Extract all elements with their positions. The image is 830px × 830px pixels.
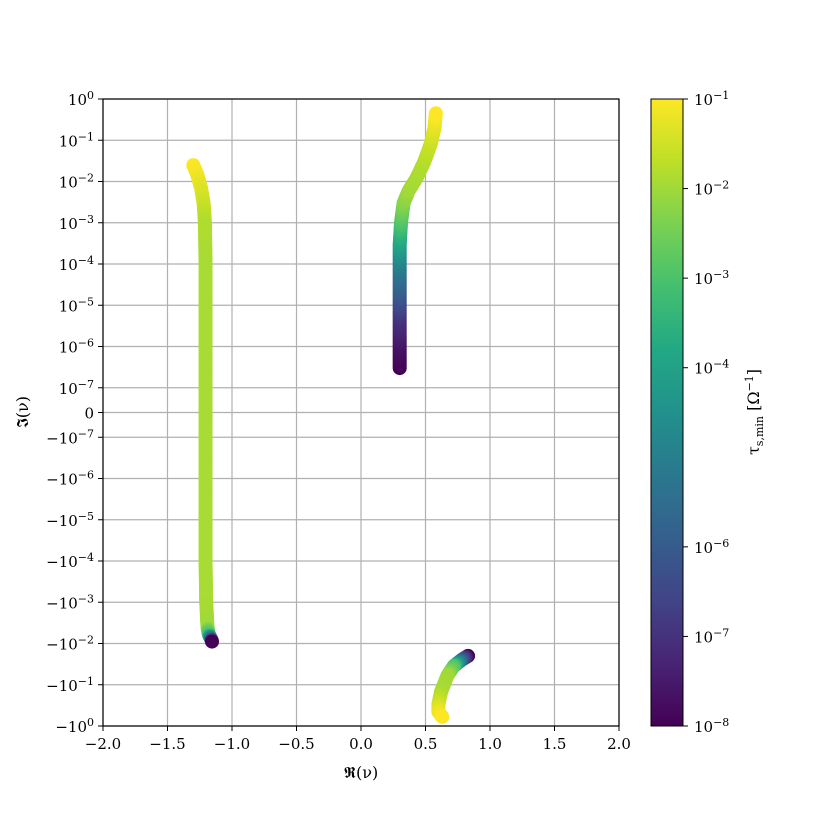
y-tick-label: −100 <box>55 716 94 736</box>
y-tick-label: 100 <box>68 89 94 109</box>
y-tick-label: 10−3 <box>59 213 94 233</box>
y-tick-label: −10−5 <box>46 510 94 530</box>
x-tick-label: −1.0 <box>214 735 250 753</box>
series-1 <box>186 158 219 649</box>
y-tick-label: 10−5 <box>59 295 94 315</box>
y-tick-label: −10−7 <box>46 427 94 447</box>
colorbar-tick-label: 10−1 <box>694 89 729 109</box>
colorbar-label: τs,min [Ω−1] <box>743 369 766 455</box>
x-axis: −2.0 −1.5 −1.0 −0.5 0.0 0.5 1.0 1.5 2.0 <box>85 726 631 753</box>
y-tick-label: 10−6 <box>59 337 94 357</box>
x-tick-label: −2.0 <box>85 735 121 753</box>
series-3 <box>431 648 476 724</box>
y-tick-label: 10−2 <box>59 172 94 192</box>
series-2 <box>392 106 443 376</box>
scatter-point <box>205 634 219 649</box>
x-tick-label: −0.5 <box>278 735 314 753</box>
colorbar-tick-label: 10−7 <box>694 626 729 646</box>
y-axis: 100 10−1 10−2 10−3 10−4 10−5 10−6 10−7 0 −10−7 −10… <box>46 89 103 736</box>
y-tick-label: 10−4 <box>59 254 94 274</box>
colorbar-tick-label: 10−6 <box>694 537 729 557</box>
y-tick-label: −10−1 <box>46 675 94 695</box>
colorbar-tick-label: 10−8 <box>694 716 729 736</box>
y-axis-label: 𝕴(ν) <box>13 396 32 428</box>
colorbar-tick-label: 10−2 <box>694 179 729 199</box>
data-series <box>186 106 476 724</box>
grid <box>102 98 620 727</box>
colorbar <box>650 98 684 727</box>
y-tick-label: 0 <box>84 405 94 423</box>
colorbar-tick-label: 10−4 <box>694 358 729 378</box>
y-tick-label: −10−4 <box>46 551 94 571</box>
y-tick-label: 10−7 <box>59 378 94 398</box>
x-tick-label: 0.0 <box>349 735 373 753</box>
y-tick-label: −10−2 <box>46 634 94 654</box>
y-tick-label: −10−6 <box>46 469 94 489</box>
x-tick-label: −1.5 <box>149 735 185 753</box>
scatter-point <box>428 106 443 121</box>
colorbar-tick-label: 10−3 <box>694 268 729 288</box>
colorbar-axis: 10−8 10−7 10−6 10−4 10−3 10−2 10−1 <box>683 89 729 736</box>
x-axis-label: 𝕽(ν) <box>344 763 378 782</box>
x-tick-label: 1.5 <box>543 735 567 753</box>
x-tick-label: 2.0 <box>607 735 631 753</box>
x-tick-label: 1.0 <box>478 735 502 753</box>
y-tick-label: −10−3 <box>46 592 94 612</box>
scatter-point <box>435 709 450 724</box>
y-tick-label: 10−1 <box>59 130 94 150</box>
x-tick-label: 0.5 <box>414 735 438 753</box>
